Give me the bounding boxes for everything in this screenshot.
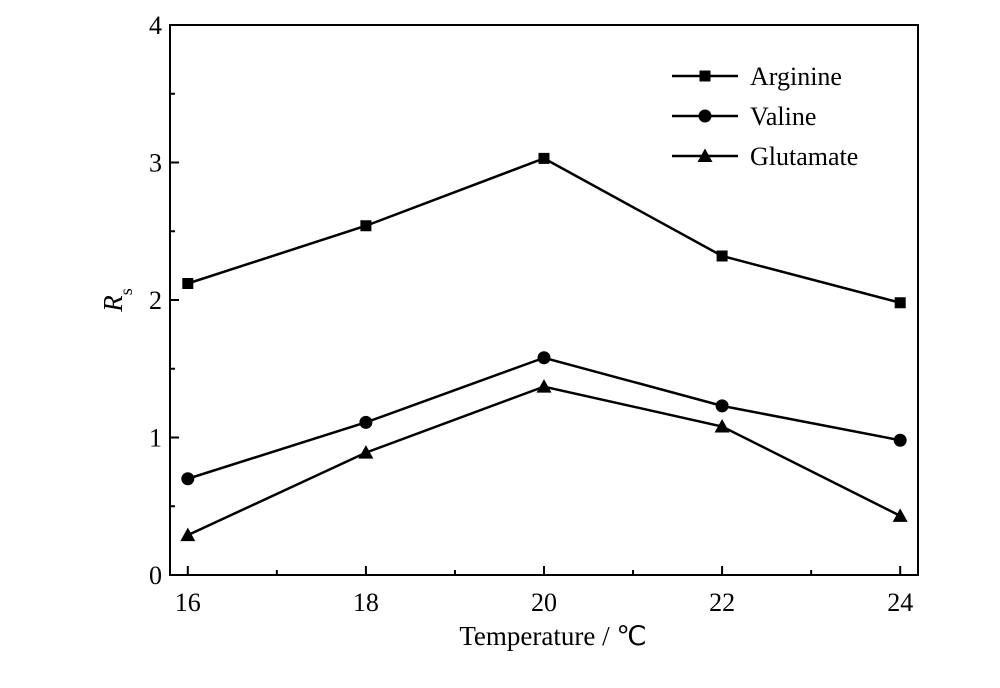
series-glutamate bbox=[180, 379, 908, 542]
y-axis-ticks: 0 1 2 3 4 bbox=[149, 11, 179, 590]
legend-marker-arginine bbox=[699, 70, 711, 82]
series-valine bbox=[181, 351, 907, 486]
y-tick-label: 3 bbox=[149, 149, 162, 178]
data-point-glutamate bbox=[892, 508, 908, 522]
series-line-valine bbox=[187, 356, 901, 480]
y-tick-label: 0 bbox=[149, 561, 162, 590]
data-point-valine bbox=[893, 433, 907, 447]
legend-label-valine: Valine bbox=[750, 102, 816, 131]
data-point-arginine bbox=[894, 297, 906, 309]
data-point-valine bbox=[181, 472, 195, 486]
legend-label-glutamate: Glutamate bbox=[750, 142, 858, 171]
data-point-glutamate bbox=[536, 379, 552, 393]
data-point-arginine bbox=[360, 220, 372, 232]
x-tick-label: 22 bbox=[709, 588, 735, 617]
data-point-arginine bbox=[538, 152, 550, 164]
data-point-glutamate bbox=[180, 527, 196, 542]
legend-label-arginine: Arginine bbox=[750, 62, 842, 91]
data-point-valine bbox=[537, 351, 551, 365]
y-axis-label-main: R bbox=[98, 295, 128, 313]
series-line-glutamate bbox=[187, 385, 901, 537]
x-tick-label: 18 bbox=[353, 588, 379, 617]
data-point-arginine bbox=[716, 250, 728, 262]
legend-marker-glutamate bbox=[697, 148, 713, 162]
data-point-valine bbox=[715, 399, 729, 413]
data-point-glutamate bbox=[358, 445, 374, 459]
data-point-glutamate bbox=[714, 419, 730, 433]
legend-item-glutamate: Glutamate bbox=[672, 142, 858, 171]
series-line-arginine bbox=[187, 157, 901, 304]
y-tick-label: 1 bbox=[149, 424, 162, 453]
x-tick-label: 24 bbox=[887, 588, 913, 617]
y-axis-label-subscript: s bbox=[116, 288, 136, 295]
x-tick-label: 16 bbox=[175, 588, 201, 617]
x-axis-ticks: 16 18 20 22 24 bbox=[175, 566, 913, 617]
legend: Arginine Valine Glutamate bbox=[672, 62, 858, 171]
y-tick-label: 2 bbox=[149, 286, 162, 315]
series-layer bbox=[180, 152, 908, 542]
legend-item-arginine: Arginine bbox=[672, 62, 842, 91]
data-point-arginine bbox=[182, 278, 194, 289]
y-axis-label: Rs bbox=[98, 288, 136, 313]
legend-marker-valine bbox=[698, 109, 712, 123]
x-axis-label: Temperature / ℃ bbox=[459, 621, 646, 651]
y-tick-label: 4 bbox=[149, 11, 162, 40]
data-point-valine bbox=[359, 415, 373, 429]
legend-item-valine: Valine bbox=[672, 102, 816, 131]
x-tick-label: 20 bbox=[531, 588, 557, 617]
series-arginine bbox=[182, 152, 906, 309]
